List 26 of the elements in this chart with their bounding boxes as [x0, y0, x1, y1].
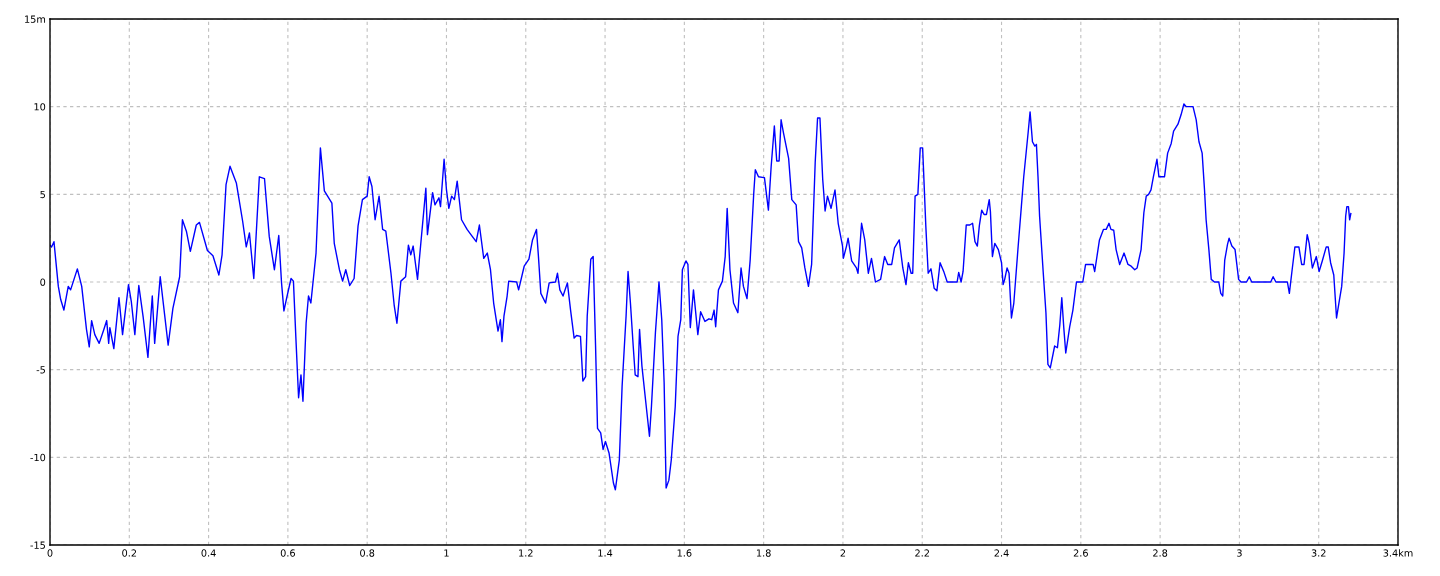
x-tick-label: 2.8 — [1153, 549, 1168, 557]
x-tick-label: 2.6 — [1073, 549, 1088, 557]
x-tick-label: 2.4 — [994, 549, 1009, 557]
y-tick-label: -5 — [36, 366, 45, 374]
x-tick-label: 0.6 — [280, 549, 295, 557]
x-tick-label: 0.8 — [360, 549, 375, 557]
x-tick-label: 1.4 — [598, 549, 613, 557]
y-tick-label: 0 — [40, 278, 46, 286]
y-tick-label: 15m — [25, 15, 46, 23]
x-tick-label: 2.2 — [915, 549, 929, 557]
x-tick-label: 1 — [444, 549, 449, 557]
x-tick-label: 2 — [840, 549, 846, 557]
y-tick-label: -10 — [30, 453, 46, 462]
y-tick-label: 5 — [40, 190, 45, 199]
line-series — [50, 103, 1352, 491]
y-tick-label: 10 — [34, 103, 46, 111]
x-tick-label: 3 — [1237, 549, 1242, 557]
x-tick-label: 1.8 — [756, 549, 771, 557]
x-tick-label: 3.2 — [1311, 549, 1326, 557]
x-tick-label: 0 — [47, 549, 53, 557]
x-tick-label: 0.4 — [201, 549, 216, 557]
x-tick-label: 0.2 — [122, 549, 137, 557]
x-tick-label: 3.4km — [1383, 549, 1413, 557]
x-tick-label: 1.6 — [677, 549, 692, 557]
x-tick-label: 1.2 — [519, 549, 533, 557]
y-tick-label: -15 — [30, 541, 45, 549]
